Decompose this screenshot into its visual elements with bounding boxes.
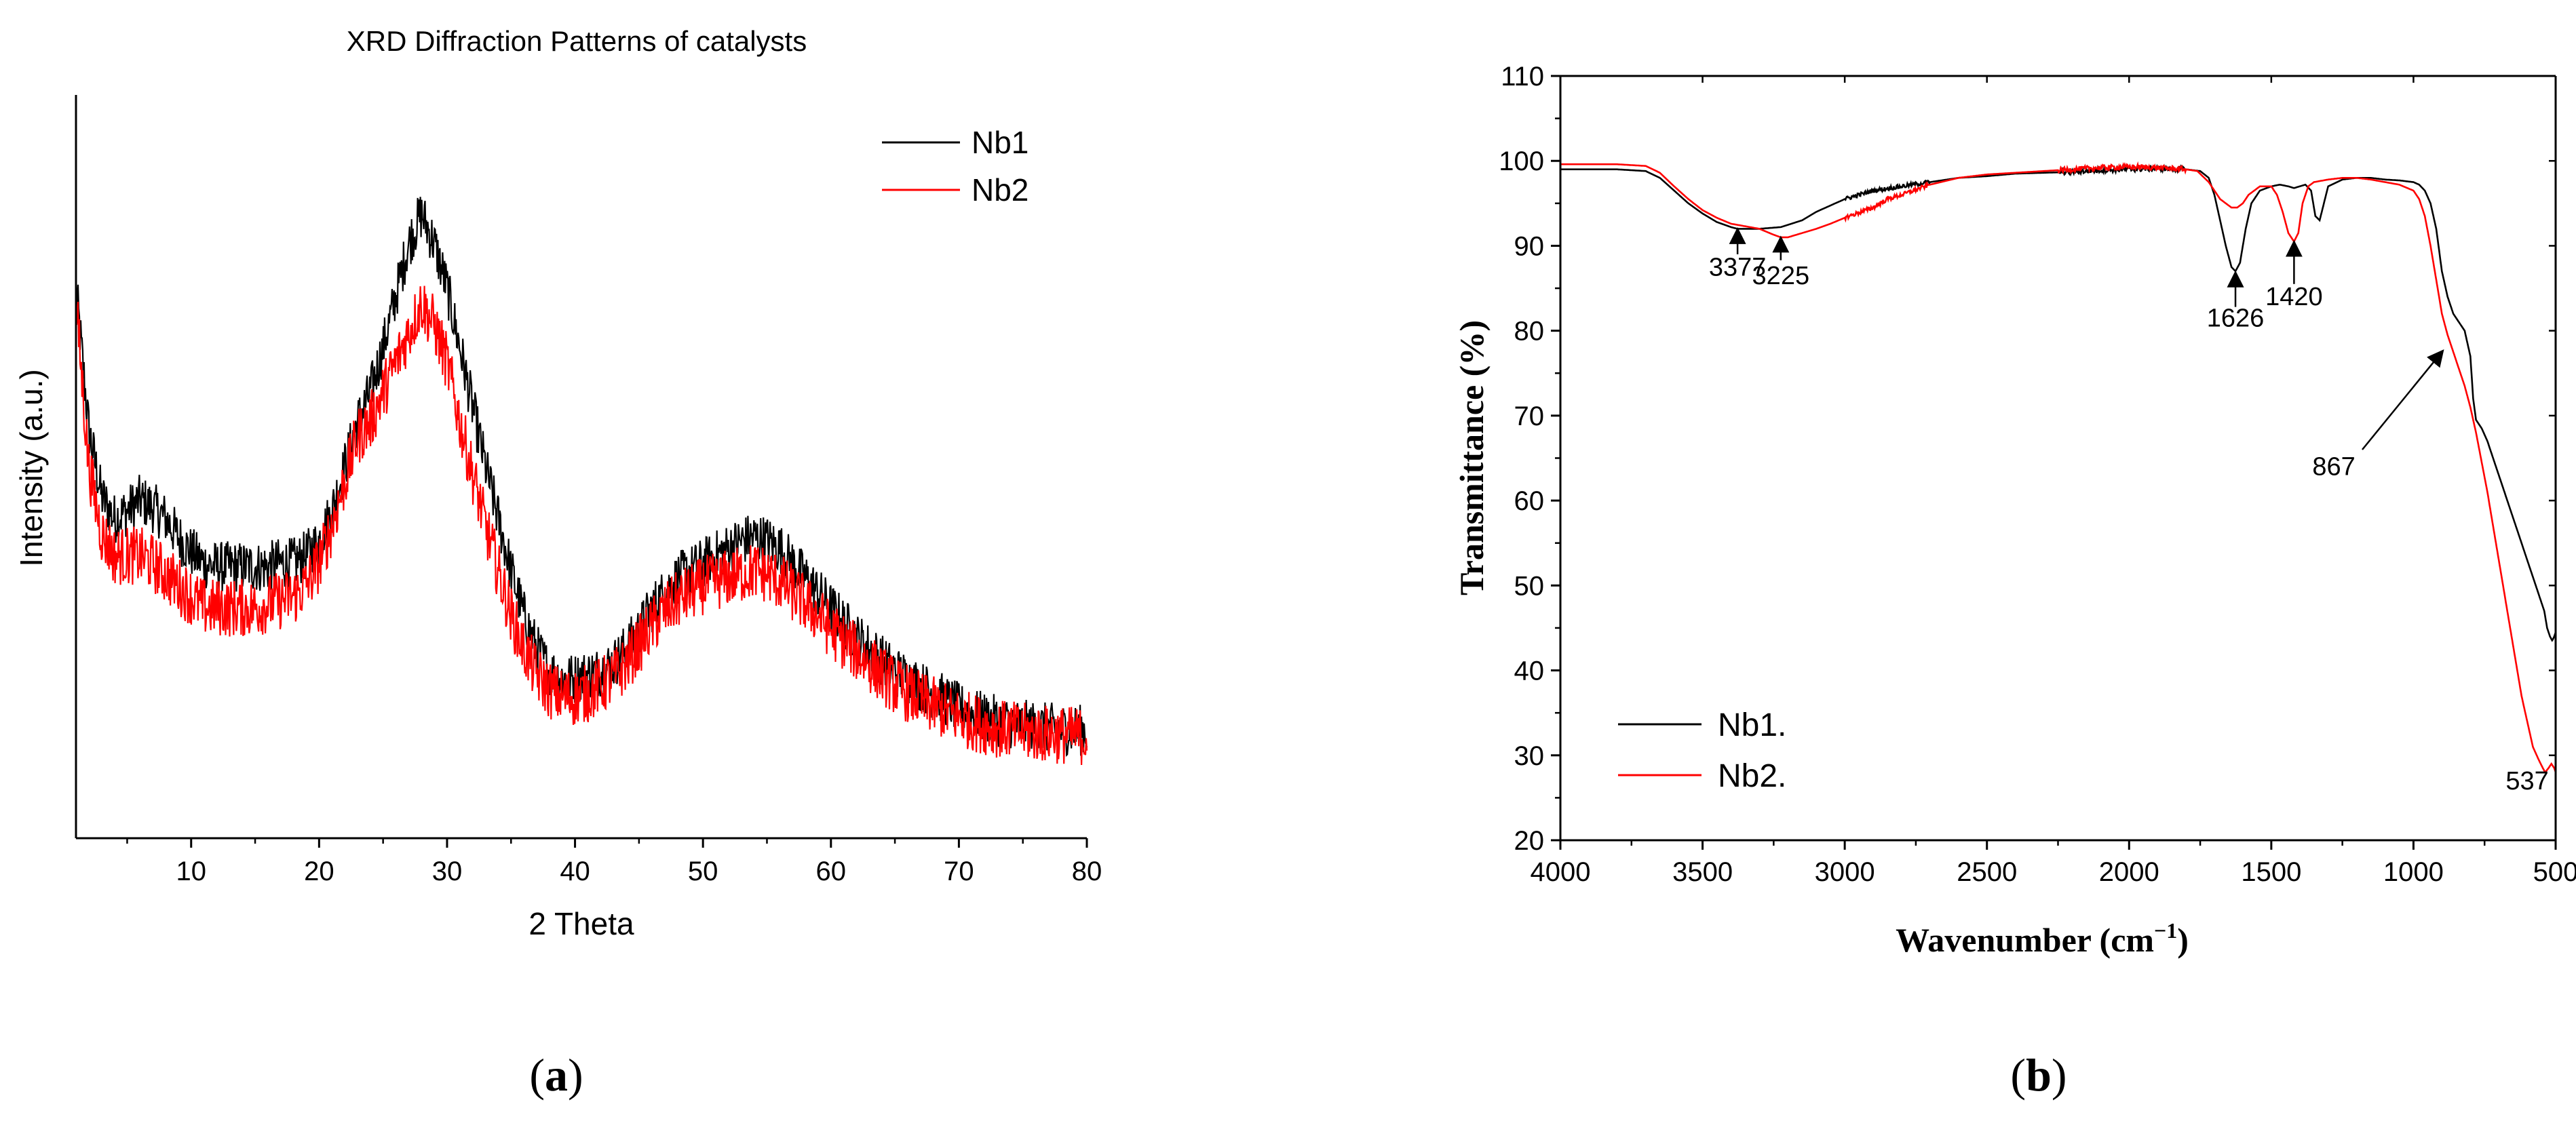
x-axis-label-sup: −1: [2154, 918, 2177, 943]
x-axis-label-text: Wavenumber (cm: [1896, 921, 2154, 959]
x-tick-group: 10 20 30 40 50 60 70 80: [126, 838, 1102, 886]
chart-title: XRD Diffraction Patterns of catalysts: [347, 25, 807, 57]
legend-label-nb1: Nb1.: [1718, 707, 1786, 743]
y-tick-label: 70: [1514, 401, 1545, 431]
annotation-label: 3377: [1709, 253, 1767, 281]
xrd-series-group: [75, 197, 1088, 766]
x-tick-label: 80: [1072, 857, 1102, 886]
x-tick-group: 4000 3500 3000 2500 2000 1500 1000 500: [1531, 76, 2576, 887]
annotation-label: 537: [2505, 767, 2548, 795]
series-line-nb1: [1560, 163, 2557, 642]
panel-label-b-letter: b: [2026, 1049, 2052, 1101]
annotation-arrow: [2362, 349, 2444, 450]
x-tick-label: 2000: [2099, 857, 2159, 887]
panel-label-a-letter: a: [545, 1049, 568, 1101]
y-tick-label: 60: [1514, 486, 1545, 516]
panel-label-b: (b): [2010, 1049, 2066, 1101]
series-line-nb2: [1560, 161, 2557, 774]
x-tick-label: 70: [944, 857, 974, 886]
x-tick-label: 60: [816, 857, 847, 886]
y-tick-group: 20 30 40 50 60 70 80 90 100 110: [1499, 62, 2556, 856]
x-tick-label: 1000: [2383, 857, 2444, 887]
x-tick-label: 4000: [1531, 857, 1591, 887]
y-tick-label: 20: [1514, 826, 1545, 856]
x-tick-label: 3500: [1672, 857, 1733, 887]
x-tick-label: 10: [176, 857, 206, 886]
y-tick-label: 110: [1501, 62, 1544, 92]
annotation-label: 3225: [1752, 262, 1810, 290]
annotation-label: 1420: [2265, 283, 2323, 311]
y-tick-label: 50: [1514, 571, 1545, 601]
x-tick-label: 40: [560, 857, 590, 886]
xrd-chart: XRD Diffraction Patterns of catalysts 10…: [14, 25, 1102, 1101]
ftir-chart: 4000 3500 3000 2500 2000 1500 1000 500 20 30 40 50…: [1453, 62, 2576, 1101]
legend: Nb1 Nb2: [882, 125, 1029, 208]
x-axis-label: 2 Theta: [528, 906, 634, 941]
y-tick-label: 30: [1514, 741, 1545, 771]
y-tick-label: 100: [1499, 146, 1544, 176]
annotation-label: 1626: [2207, 304, 2265, 332]
x-tick-label: 1500: [2241, 857, 2301, 887]
x-tick-label: 3000: [1815, 857, 1875, 887]
y-tick-label: 40: [1514, 656, 1545, 686]
x-tick-label: 20: [304, 857, 334, 886]
series-line-nb1: [75, 197, 1088, 757]
x-tick-label: 500: [2533, 857, 2576, 887]
legend-label-nb2: Nb2.: [1718, 758, 1786, 794]
y-tick-label: 90: [1514, 231, 1545, 261]
y-axis-label: Transmittance (%): [1453, 320, 1491, 595]
panel-label-a: (a): [529, 1049, 583, 1101]
legend-label-nb2: Nb2: [972, 172, 1029, 208]
series-line-nb2: [75, 286, 1088, 766]
annotation-label: 867: [2312, 453, 2355, 481]
y-tick-label: 80: [1514, 317, 1545, 347]
y-axis-label: Intensity (a.u.): [14, 369, 49, 566]
x-tick-label: 2500: [1957, 857, 2017, 887]
x-tick-label: 30: [432, 857, 463, 886]
legend: Nb1. Nb2.: [1618, 707, 1786, 794]
legend-label-nb1: Nb1: [972, 125, 1029, 160]
x-axis-label-close: ): [2177, 921, 2189, 959]
ftir-series-group: [1560, 161, 2557, 774]
x-tick-label: 50: [688, 857, 718, 886]
x-axis-label: Wavenumber (cm−1): [1896, 918, 2189, 959]
